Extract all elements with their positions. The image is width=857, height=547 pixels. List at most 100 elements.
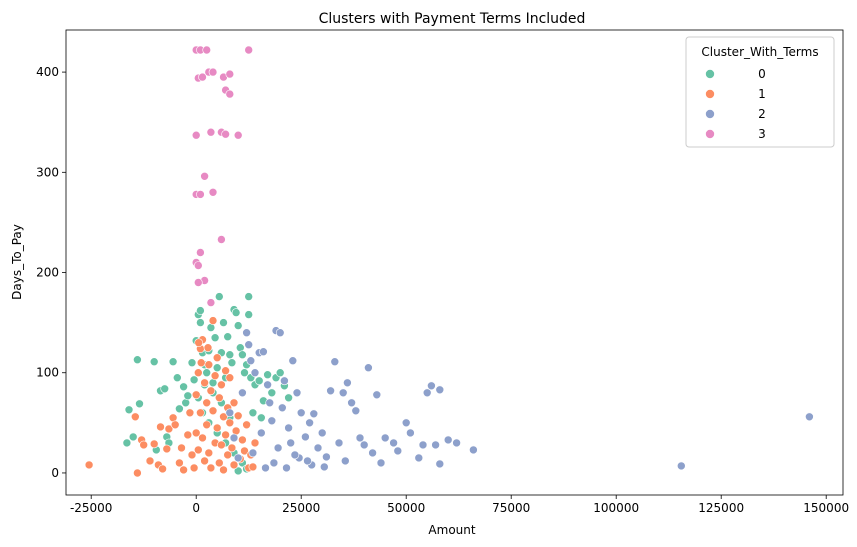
data-point — [364, 363, 373, 373]
data-point — [175, 458, 184, 468]
data-point — [334, 438, 344, 448]
data-point — [406, 428, 415, 438]
data-point — [225, 69, 235, 79]
data-point — [170, 420, 180, 430]
data-point — [431, 440, 440, 450]
x-tick-label: 75000 — [492, 501, 530, 515]
y-tick-label: 0 — [51, 466, 59, 480]
data-point — [288, 356, 298, 366]
data-point — [194, 338, 203, 348]
data-point — [322, 452, 331, 462]
data-point — [196, 306, 205, 315]
data-point — [250, 368, 260, 378]
legend-marker — [705, 89, 715, 99]
data-point — [212, 423, 222, 433]
data-point — [206, 463, 216, 473]
data-point — [225, 89, 235, 99]
data-point — [145, 456, 155, 466]
data-point — [330, 357, 340, 367]
data-point — [221, 129, 230, 139]
data-point — [158, 464, 167, 474]
data-point — [427, 381, 436, 391]
series-1 — [84, 316, 260, 478]
data-point — [194, 261, 203, 270]
data-point — [368, 448, 377, 458]
data-point — [376, 458, 386, 468]
points-layer — [84, 45, 814, 478]
data-point — [189, 463, 199, 473]
legend-frame — [685, 36, 835, 148]
data-point — [242, 420, 251, 430]
legend-marker — [705, 69, 715, 79]
data-point — [185, 408, 195, 418]
data-point — [215, 292, 224, 301]
data-point — [225, 373, 235, 383]
data-point — [443, 435, 453, 445]
data-point — [208, 67, 218, 77]
data-point — [225, 408, 235, 418]
data-point — [319, 462, 329, 472]
data-point — [128, 432, 138, 442]
data-point — [208, 406, 218, 416]
x-tick-label: 25000 — [282, 501, 320, 515]
data-point — [263, 370, 272, 380]
data-point — [256, 428, 266, 438]
data-point — [244, 340, 253, 350]
legend-items: 0 1 2 3 — [705, 67, 766, 141]
data-point — [338, 388, 348, 398]
legend-marker — [705, 109, 715, 119]
data-point — [196, 408, 205, 418]
y-tick-label: 200 — [36, 266, 59, 280]
data-point — [250, 438, 260, 448]
data-point — [202, 368, 211, 378]
data-point — [202, 420, 211, 430]
data-point — [238, 435, 247, 445]
data-point — [227, 358, 237, 368]
data-point — [343, 378, 352, 388]
data-point — [393, 446, 403, 456]
data-point — [202, 45, 211, 55]
y-axis-label: Days_To_Pay — [10, 224, 24, 300]
data-point — [219, 318, 228, 327]
data-point — [233, 130, 243, 140]
data-point — [215, 458, 224, 468]
data-point — [347, 398, 356, 408]
data-point — [194, 278, 203, 287]
data-point — [200, 172, 209, 181]
data-point — [183, 430, 193, 440]
data-point — [191, 390, 201, 400]
data-point — [217, 380, 226, 390]
y-axis-ticks: 0 100 200 300 400 — [36, 65, 66, 480]
data-point — [200, 378, 209, 388]
data-point — [229, 398, 239, 408]
data-point — [187, 358, 197, 368]
y-tick-label: 100 — [36, 366, 59, 380]
data-point — [351, 406, 361, 416]
data-point — [301, 432, 310, 442]
data-point — [200, 456, 209, 466]
x-tick-label: -25000 — [70, 501, 113, 515]
data-point — [380, 433, 390, 443]
data-point — [265, 398, 275, 408]
data-point — [206, 386, 216, 396]
data-point — [198, 72, 207, 82]
legend-marker — [705, 129, 715, 139]
data-point — [372, 390, 382, 400]
data-point — [359, 440, 369, 450]
data-point — [122, 438, 132, 448]
data-point — [203, 343, 213, 353]
data-point — [317, 428, 327, 438]
data-point — [256, 413, 266, 423]
data-point — [313, 443, 323, 453]
data-point — [229, 433, 239, 443]
data-point — [248, 448, 258, 458]
data-point — [286, 438, 296, 448]
data-point — [208, 188, 218, 197]
data-point — [206, 127, 216, 137]
data-point — [273, 443, 283, 453]
data-point — [231, 308, 241, 317]
data-point — [135, 399, 144, 409]
data-point — [240, 446, 249, 456]
data-point — [248, 408, 258, 418]
data-point — [223, 450, 232, 460]
